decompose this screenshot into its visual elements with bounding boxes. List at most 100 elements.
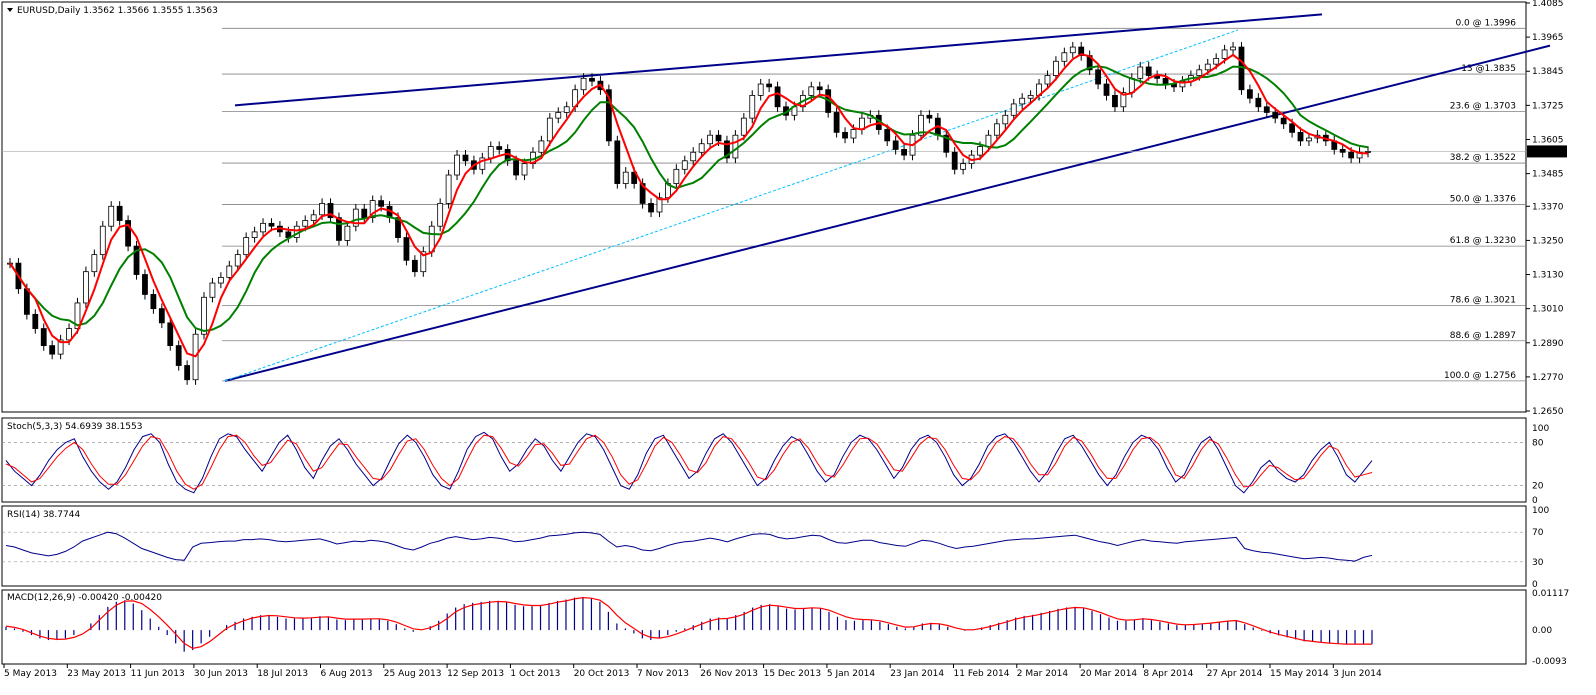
macd-signal-line (5, 596, 1372, 650)
candle-body (918, 114, 924, 136)
candle-body (23, 288, 30, 315)
time-tick-label: 27 Apr 2014 (1207, 669, 1263, 679)
fib-label: 13 @1.3835 (1461, 64, 1516, 74)
candle-body (83, 271, 89, 304)
price-tick-label: 1.3485 (1532, 170, 1564, 180)
time-tick-label: 8 Apr 2014 (1143, 669, 1193, 679)
macd-panel: 0.01117 0.00 -0.0093 (5, 589, 1569, 667)
osc-tick-label: 80 (1532, 438, 1544, 448)
time-tick-label: 15 May 2014 (1270, 669, 1329, 679)
candle-body (521, 163, 528, 176)
candle-body (487, 146, 494, 159)
fib-label: 61.8 @ 1.3230 (1450, 236, 1517, 246)
candle-body (150, 294, 157, 310)
rsi-panel-frame (1, 505, 1527, 587)
candle-body (1196, 69, 1203, 76)
osc-tick-label: 30 (1532, 558, 1544, 568)
rsi-panel: 100 70 30 0 (2, 506, 1549, 590)
candle-body (32, 313, 39, 329)
price-tick-label: 1.2770 (1532, 373, 1564, 383)
candle-body (201, 296, 207, 335)
time-tick-label: 7 Nov 2013 (637, 669, 689, 679)
price-tick-label: 1.2890 (1532, 339, 1564, 349)
rsi-title: RSI(14) 38.7744 (7, 510, 80, 520)
candle-body (715, 134, 722, 142)
candle-body (74, 302, 81, 329)
candle-body (555, 112, 562, 119)
main-line (5, 431, 1373, 494)
candle-body (901, 149, 907, 156)
candle-body (49, 345, 56, 355)
candle-body (310, 214, 317, 221)
candle-body (496, 146, 503, 150)
candle-body (681, 160, 688, 170)
candle-body (850, 129, 857, 139)
candle-body (1128, 77, 1135, 93)
candle-body (226, 265, 233, 278)
price-header: EURUSD,Daily 1.3562 1.3566 1.3555 1.3563 (17, 6, 218, 16)
candle-body (513, 160, 519, 176)
candle-body (1365, 151, 1371, 153)
candle-body (589, 77, 595, 82)
candle-body (327, 203, 334, 219)
time-tick-label: 25 Aug 2013 (384, 669, 442, 679)
time-tick-label: 6 Aug 2013 (321, 669, 373, 679)
time-tick-label: 30 Jun 2013 (194, 669, 248, 679)
osc-tick-label: 20 (1532, 482, 1544, 492)
candle-body (479, 157, 486, 170)
candle-body (740, 117, 747, 136)
candle-body (268, 222, 275, 227)
candle-body (698, 143, 705, 153)
price-axis: 1.4085 1.3965 1.3845 1.3725 1.3605 1.3485 1.33… (1526, 0, 1567, 417)
macd-title: MACD(12,26,9) -0.00420 -0.00420 (7, 593, 162, 603)
time-tick-label: 15 Dec 2013 (764, 669, 822, 679)
stoch-panel: 100 80 20 0 (2, 424, 1549, 506)
candle-body (1247, 89, 1253, 99)
candle-body (563, 106, 570, 113)
trend-overlays (2, 13, 1551, 382)
candle-body (1204, 63, 1211, 71)
candle-body (1019, 97, 1026, 105)
candle-body (622, 171, 629, 184)
dropdown-triangle-icon[interactable] (7, 8, 13, 12)
candle-body (209, 282, 216, 298)
fib-label: 23.6 @ 1.3703 (1450, 102, 1516, 112)
fast-ma-line (9, 53, 1369, 358)
fib-label: 38.2 @ 1.3522 (1450, 153, 1516, 163)
signal-line (5, 434, 1373, 490)
candle-body (749, 95, 756, 119)
stoch-title: Stoch(5,3,3) 54.6939 38.1553 (7, 422, 142, 432)
candle-body (766, 83, 773, 88)
time-tick-label: 12 Sep 2013 (447, 669, 504, 679)
stoch-panel-frame (1, 417, 1527, 503)
candle-body (116, 205, 123, 221)
candle-body (1348, 151, 1355, 159)
candle-body (707, 134, 713, 145)
candle-body (960, 163, 967, 170)
macd-tick-label: -0.0093 (1532, 657, 1567, 667)
macd-tick-label: 0.01117 (1532, 589, 1569, 599)
candle-body (243, 237, 250, 256)
candle-body (985, 134, 992, 147)
candle-body (454, 154, 460, 176)
candle-body (1053, 60, 1059, 76)
candle-body (1263, 106, 1270, 113)
candle-body (1010, 103, 1017, 116)
candle-body (605, 89, 612, 142)
osc-tick-label: 0 (1532, 496, 1538, 506)
candle-body (1002, 114, 1009, 125)
candle-body (40, 328, 47, 347)
candle-body (546, 117, 553, 142)
price-tick-label: 1.3130 (1532, 271, 1564, 281)
candle-body (884, 129, 891, 142)
candle-body (437, 203, 444, 227)
upper-trendline (234, 13, 1323, 107)
candle-body (319, 203, 325, 216)
fib-label: 50.0 @ 1.3376 (1450, 195, 1517, 205)
candle-body (462, 154, 469, 162)
candle-body (1289, 123, 1295, 133)
osc-tick-label: 100 (1532, 424, 1549, 434)
candle-body (1069, 46, 1076, 54)
candle-body (808, 86, 815, 96)
